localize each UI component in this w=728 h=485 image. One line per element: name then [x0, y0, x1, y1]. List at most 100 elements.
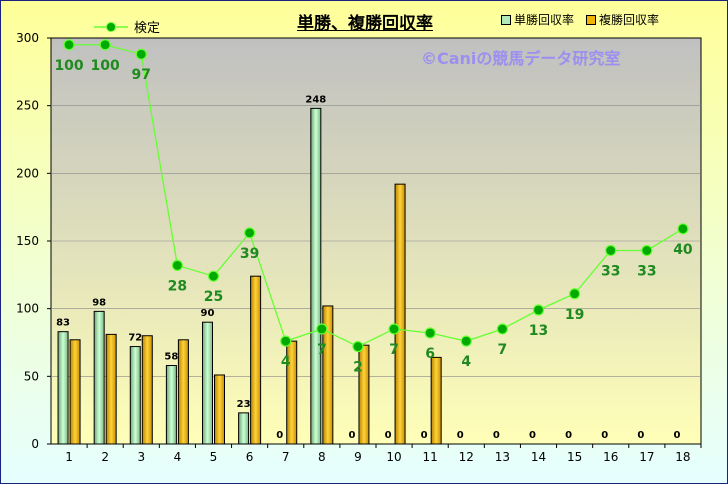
legend-swatch-tansho [501, 14, 511, 25]
line-data-label: 6 [425, 346, 435, 362]
legend-item-tansho: 単勝回収率 [501, 11, 574, 28]
bar-data-label: 0 [385, 430, 392, 441]
y-tick-label: 300 [16, 31, 39, 45]
x-tick-label: 1 [65, 450, 73, 464]
line-point [207, 270, 220, 282]
bar-data-label: 0 [493, 430, 500, 441]
bar-fukusho [286, 340, 298, 445]
bar-fukusho [394, 183, 406, 445]
bar-data-label: 248 [305, 94, 326, 105]
line-data-label: 4 [461, 354, 471, 370]
legend-item-fukusho: 複勝回収率 [586, 11, 659, 28]
bar-data-label: 0 [421, 430, 428, 441]
x-tick-label: 13 [495, 450, 510, 464]
x-tick-label: 5 [210, 450, 218, 464]
line-data-label: 4 [281, 354, 291, 370]
x-tick-label: 11 [423, 450, 438, 464]
y-tick-label: 100 [16, 302, 39, 316]
bar-fukusho [250, 275, 262, 445]
bar-data-label: 98 [92, 297, 106, 308]
x-tick-label: 14 [531, 450, 546, 464]
line-data-label: 7 [389, 342, 399, 358]
bar-data-label: 0 [637, 430, 644, 441]
line-data-label: 2 [353, 360, 363, 376]
line-point [677, 223, 689, 235]
line-data-label: 39 [240, 246, 259, 262]
bar-tansho [129, 346, 141, 445]
bar-tansho [202, 321, 213, 445]
bar-data-label: 0 [529, 430, 536, 441]
line-point [352, 340, 364, 353]
x-tick-label: 18 [675, 450, 690, 464]
legend-line-marker [94, 21, 128, 32]
line-point [135, 48, 147, 60]
bar-tansho [165, 365, 177, 445]
y-tick-label: 200 [16, 166, 39, 180]
watermark: ©Caniの競馬データ研究室 [421, 49, 621, 68]
bar-data-label: 0 [457, 430, 464, 441]
bar-fukusho [358, 344, 370, 445]
x-tick-label: 8 [318, 450, 326, 464]
x-tick-label: 7 [282, 450, 290, 464]
line-data-label: 7 [317, 342, 327, 358]
bar-fukusho [177, 339, 189, 445]
line-data-label: 100 [54, 58, 83, 74]
x-tick-label: 16 [603, 450, 618, 464]
bar-fukusho [69, 339, 81, 445]
line-data-label: 7 [498, 342, 508, 358]
y-tick-label: 50 [24, 369, 39, 383]
bar-tansho [57, 331, 69, 445]
line-point [532, 304, 545, 316]
line-point [424, 327, 436, 339]
line-point [63, 39, 75, 51]
legend-bars: 単勝回収率 複勝回収率 [501, 11, 659, 28]
x-tick-label: 3 [137, 450, 145, 464]
chart-title: 単勝、複勝回収率 [297, 14, 433, 34]
bar-data-label: 0 [348, 430, 355, 441]
x-tick-label: 2 [101, 450, 109, 464]
bar-fukusho [322, 305, 334, 445]
bar-data-label: 83 [56, 318, 70, 329]
legend-line-item: 検定 [94, 17, 160, 36]
line-data-label: 40 [673, 242, 693, 258]
bar-tansho [310, 107, 322, 445]
line-point [280, 335, 292, 347]
legend-line-label: 検定 [134, 21, 161, 36]
bar-fukusho [214, 374, 225, 445]
bar-data-label: 23 [237, 399, 251, 410]
x-tick-label: 4 [174, 450, 182, 464]
line-point [316, 323, 328, 335]
bar-fukusho [141, 335, 153, 445]
line-point [388, 323, 400, 335]
bar-data-label: 0 [673, 430, 680, 441]
line-point [99, 39, 111, 51]
bar-data-label: 90 [201, 308, 215, 319]
line-point [641, 244, 653, 257]
bar-tansho [93, 310, 105, 445]
line-data-label: 100 [91, 58, 120, 74]
line-data-label: 13 [529, 323, 548, 339]
x-tick-label: 17 [639, 450, 654, 464]
line-data-label: 28 [168, 278, 187, 294]
line-data-label: 25 [204, 289, 223, 305]
line-data-label: 33 [637, 263, 656, 279]
x-tick-label: 15 [567, 450, 582, 464]
line-point [171, 259, 183, 271]
legend-swatch-fukusho [586, 14, 597, 25]
bar-tansho [238, 412, 250, 445]
line-point [460, 335, 472, 347]
line-point [569, 288, 581, 300]
bar-data-label: 72 [128, 333, 142, 344]
bar-fukusho [105, 333, 117, 445]
bar-data-label: 0 [601, 430, 608, 441]
x-tick-label: 9 [354, 450, 362, 464]
line-point [244, 227, 256, 239]
x-tick-label: 12 [459, 450, 474, 464]
y-tick-label: 150 [16, 234, 39, 248]
x-tick-label: 10 [386, 450, 401, 464]
bar-fukusho [430, 356, 442, 445]
y-tick-label: 250 [16, 99, 39, 113]
x-tick-label: 6 [246, 450, 254, 464]
